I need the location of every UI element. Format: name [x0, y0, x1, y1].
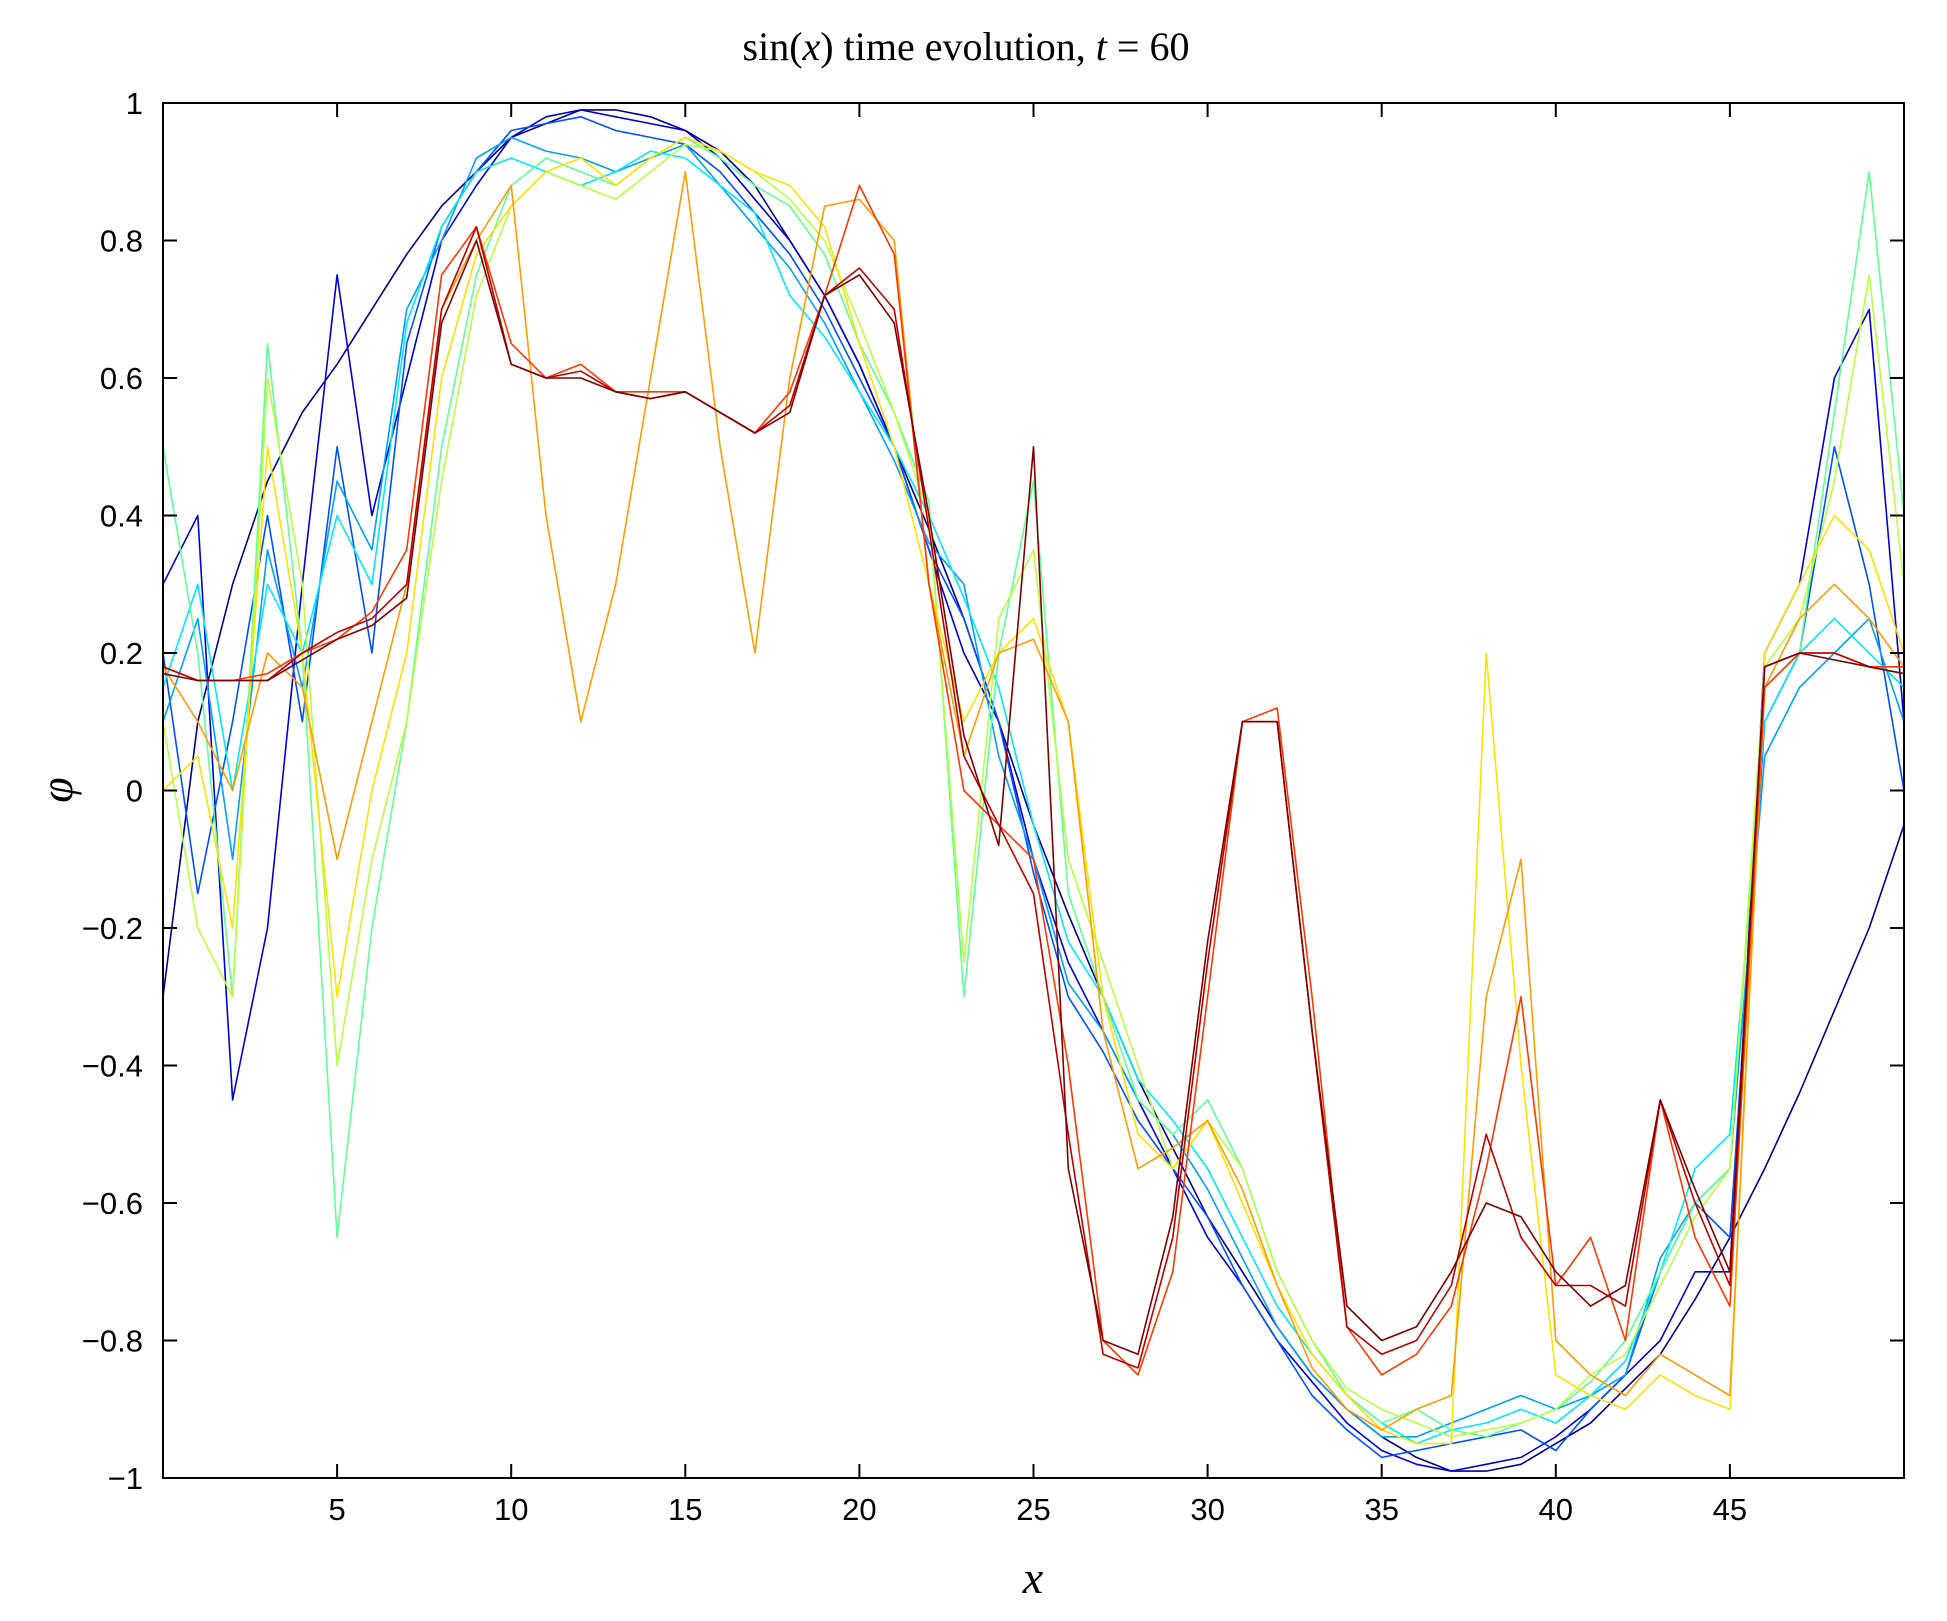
x-tick-label: 5 — [328, 1492, 345, 1527]
tick-layer: 5 10 15 20 25 30 35 40 45 −1 −0.8 −0.6 −0.4 −0.2 0 0.2 0… — [82, 86, 1904, 1527]
series-layer — [162, 109, 1905, 1472]
x-tick-label: 20 — [842, 1492, 876, 1527]
y-tick-label: −1 — [108, 1461, 143, 1496]
title-t-variable: t — [1096, 24, 1108, 69]
x-tick-label: 40 — [1539, 1492, 1573, 1527]
y-tick-label: −0.4 — [82, 1049, 143, 1084]
x-tick-label: 25 — [1016, 1492, 1050, 1527]
series-line-11 — [162, 226, 1905, 1369]
series-line-1 — [162, 109, 1905, 1472]
title-middle: ) time evolution, — [820, 24, 1096, 69]
plot-frame — [162, 102, 1905, 1479]
y-axis-label: φ — [31, 777, 82, 802]
y-tick-label: 0.2 — [100, 636, 143, 671]
chart-title: sin(x) time evolution, t = 60 — [743, 24, 1190, 69]
x-tick-label: 15 — [668, 1492, 702, 1527]
x-tick-label: 45 — [1713, 1492, 1747, 1527]
series-line-2 — [162, 109, 1905, 1472]
series-line-9 — [162, 171, 1905, 1431]
y-tick-label: 0.6 — [100, 361, 143, 396]
x-tick-label: 35 — [1364, 1492, 1398, 1527]
x-tick-label: 30 — [1190, 1492, 1224, 1527]
y-tick-label: 0.8 — [100, 224, 143, 259]
series-line-7 — [162, 143, 1905, 1438]
x-tick-label: 10 — [494, 1492, 528, 1527]
y-tick-label: 1 — [126, 86, 143, 121]
series-line-4 — [162, 136, 1905, 1438]
series-line-8 — [162, 136, 1905, 1445]
y-tick-label: 0 — [126, 774, 143, 809]
y-tick-label: −0.6 — [82, 1186, 143, 1221]
x-axis-label: x — [1022, 1552, 1044, 1603]
y-tick-label: 0.4 — [100, 499, 143, 534]
series-line-12 — [162, 239, 1905, 1356]
series-line-6 — [162, 136, 1905, 1438]
title-x-variable: x — [802, 24, 821, 69]
series-line-5 — [162, 150, 1905, 1445]
title-prefix: sin( — [743, 24, 803, 69]
y-tick-label: −0.8 — [82, 1324, 143, 1359]
series-line-3 — [162, 116, 1905, 1459]
title-suffix: = 60 — [1107, 24, 1190, 69]
y-tick-label: −0.2 — [82, 911, 143, 946]
series-line-10 — [162, 184, 1904, 1376]
